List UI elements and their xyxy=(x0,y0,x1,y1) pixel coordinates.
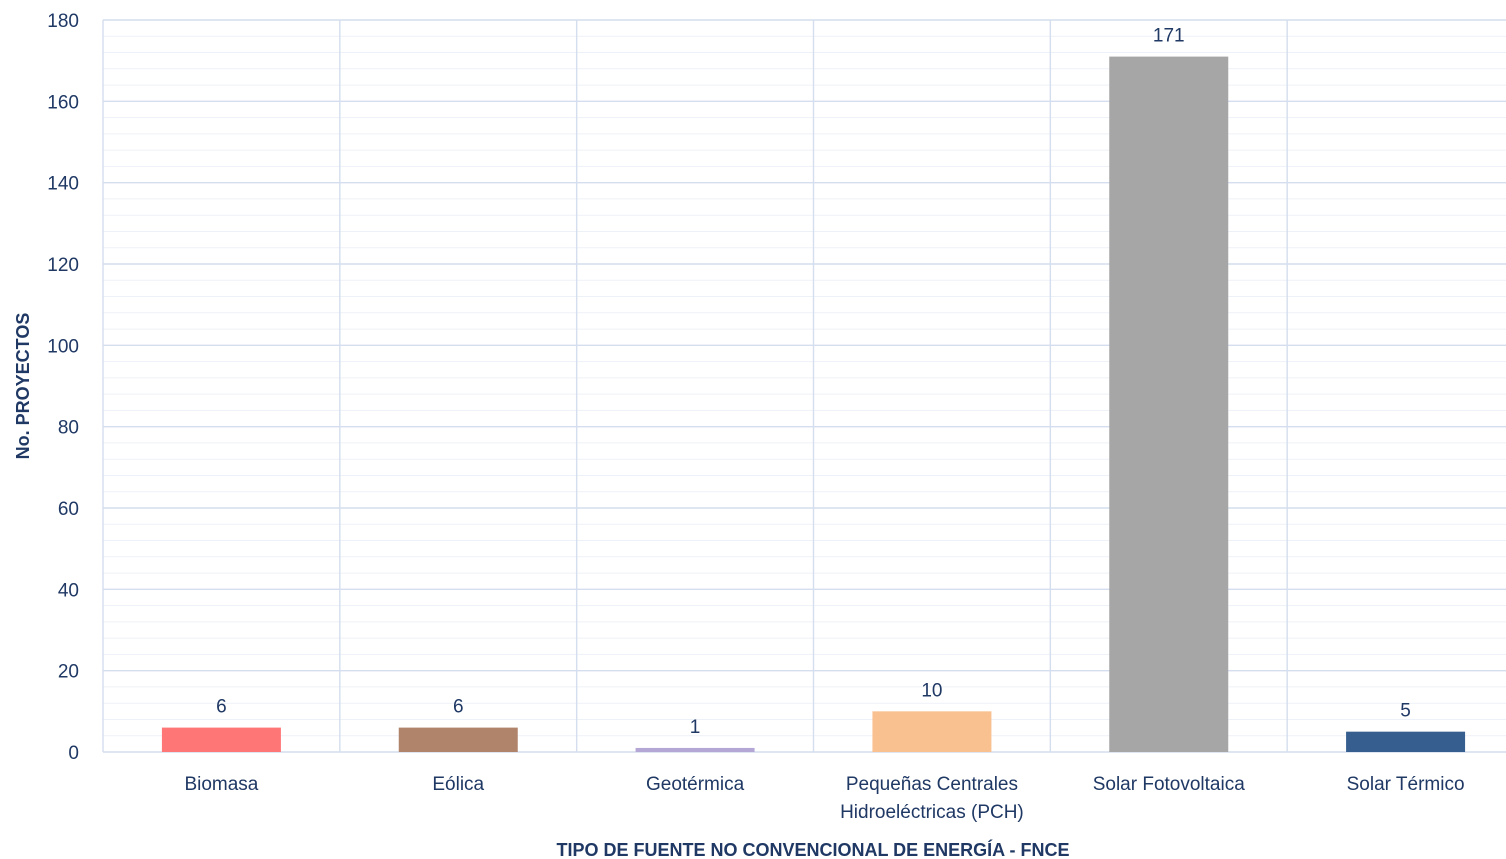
x-category-label: Solar Térmico xyxy=(1347,774,1465,795)
y-tick-label: 0 xyxy=(68,743,79,764)
bar xyxy=(398,727,518,752)
x-category-label: Geotérmica xyxy=(646,774,745,795)
x-axis-title: TIPO DE FUENTE NO CONVENCIONAL DE ENERGÍ… xyxy=(556,839,1069,859)
data-label: 171 xyxy=(1153,26,1185,47)
data-label: 5 xyxy=(1400,701,1411,722)
x-category-label-line: Solar Térmico xyxy=(1347,774,1465,795)
y-tick-label: 20 xyxy=(58,662,79,683)
y-tick-label: 100 xyxy=(47,336,79,357)
bar xyxy=(872,711,992,752)
y-tick-label: 60 xyxy=(58,499,79,520)
x-category-label-line: Biomasa xyxy=(184,774,258,795)
x-category-labels: Biomasa Eólica Geotérmica Pequeñas Centrale… xyxy=(184,774,1464,823)
x-category-label: Pequeñas Centrales Hidroeléctricas (PCH) xyxy=(840,774,1024,823)
x-category-label: Solar Fotovoltaica xyxy=(1093,774,1246,795)
data-label: 6 xyxy=(453,697,464,718)
y-tick-label: 80 xyxy=(58,418,79,439)
y-tick-labels: 0 20 40 60 80 100 120 140 160 180 xyxy=(47,11,79,764)
x-category-label: Eólica xyxy=(432,774,484,795)
y-tick-label: 40 xyxy=(58,580,79,601)
data-labels: 6 6 1 10 171 5 xyxy=(216,26,1411,738)
bar xyxy=(1109,56,1229,753)
y-axis-title: No. PROYECTOS xyxy=(13,313,33,460)
vertical-gridlines xyxy=(102,20,1288,752)
x-category-label-line: Eólica xyxy=(432,774,484,795)
y-tick-label: 120 xyxy=(47,255,79,276)
x-category-label-line: Pequeñas Centrales xyxy=(846,774,1018,795)
y-tick-label: 160 xyxy=(47,92,79,113)
x-category-label: Biomasa xyxy=(184,774,258,795)
bar xyxy=(635,747,755,752)
y-tick-label: 180 xyxy=(47,11,79,32)
bars xyxy=(161,56,1466,753)
data-label: 1 xyxy=(690,717,701,738)
y-tick-label: 140 xyxy=(47,174,79,195)
x-category-label-line: Solar Fotovoltaica xyxy=(1093,774,1246,795)
bar xyxy=(161,727,281,752)
minor-gridlines xyxy=(103,35,1506,737)
x-category-label-line: Geotérmica xyxy=(646,774,745,795)
bar xyxy=(1346,731,1466,752)
data-label: 6 xyxy=(216,697,227,718)
x-category-label-line: Hidroeléctricas (PCH) xyxy=(840,802,1024,823)
major-gridlines xyxy=(103,19,1506,753)
data-label: 10 xyxy=(921,680,942,701)
